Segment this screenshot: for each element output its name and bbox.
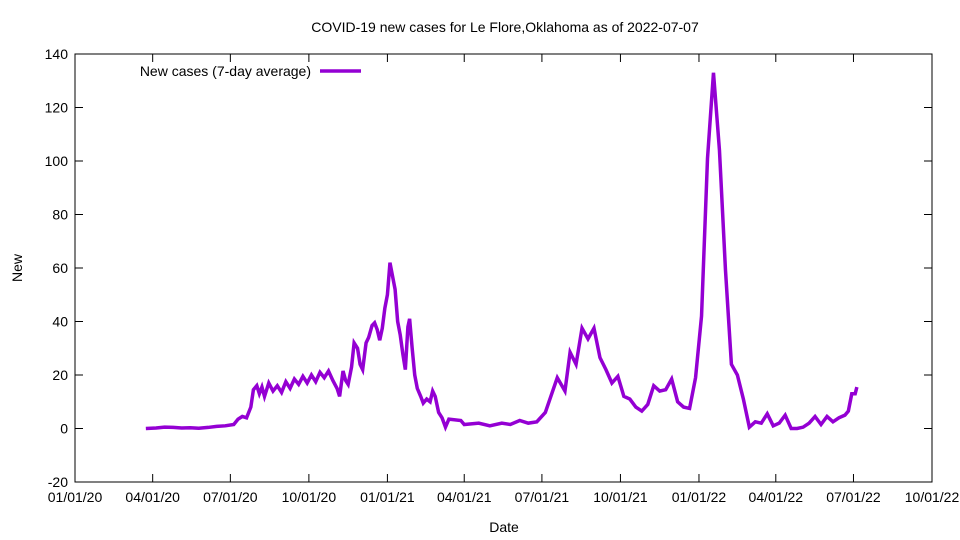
y-tick-label: 40: [52, 314, 68, 330]
y-tick-label: 100: [45, 153, 69, 169]
x-tick-label: 07/01/22: [826, 489, 881, 505]
legend-label: New cases (7-day average): [140, 63, 311, 79]
x-axis-label: Date: [489, 519, 519, 535]
y-axis: -20 0 20 40 60 80 100 120 140: [45, 46, 932, 490]
x-axis: 01/01/20 04/01/20 07/01/20 10/01/20 01/01/21…: [48, 54, 960, 505]
x-tick-label: 07/01/21: [515, 489, 570, 505]
y-tick-label: 0: [60, 421, 68, 437]
y-tick-label: 120: [45, 100, 69, 116]
y-tick-label: 20: [52, 367, 68, 383]
x-tick-label: 01/01/21: [360, 489, 415, 505]
x-tick-label: 10/01/21: [593, 489, 648, 505]
y-axis-label: New: [9, 253, 25, 282]
x-tick-label: 01/01/22: [672, 489, 727, 505]
y-tick-label: 60: [52, 260, 68, 276]
x-tick-label: 04/01/22: [749, 489, 804, 505]
legend: New cases (7-day average): [140, 63, 361, 79]
x-tick-label: 04/01/20: [125, 489, 180, 505]
y-tick-label: 140: [45, 46, 69, 62]
chart-title: COVID-19 new cases for Le Flore,Oklahoma…: [311, 19, 699, 35]
x-tick-label: 10/01/20: [282, 489, 337, 505]
x-tick-label: 10/01/22: [905, 489, 960, 505]
x-tick-label: 07/01/20: [203, 489, 258, 505]
series-line-new-cases: [145, 72, 859, 432]
y-tick-label: 80: [52, 207, 68, 223]
x-tick-label: 01/01/20: [48, 489, 103, 505]
plot-frame: [74, 53, 933, 483]
x-tick-label: 04/01/21: [437, 489, 492, 505]
y-tick-label: -20: [48, 474, 68, 490]
